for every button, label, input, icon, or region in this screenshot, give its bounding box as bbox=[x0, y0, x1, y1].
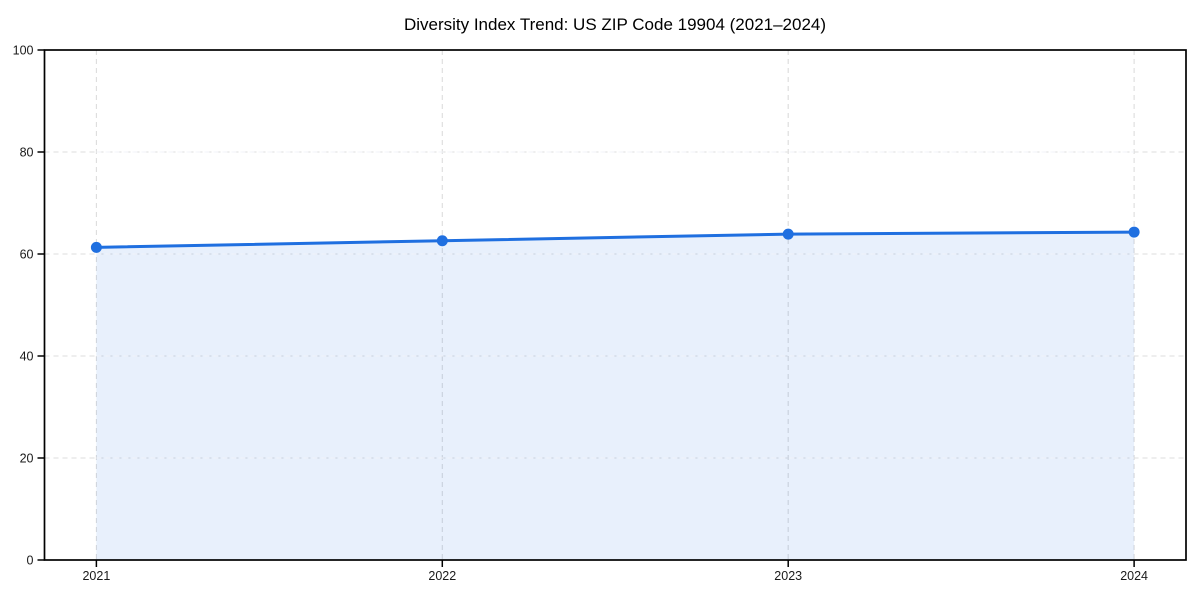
y-tick-label: 20 bbox=[20, 451, 34, 465]
chart-title: Diversity Index Trend: US ZIP Code 19904… bbox=[404, 15, 826, 34]
x-tick-label: 2024 bbox=[1120, 569, 1148, 583]
x-tick-label: 2023 bbox=[774, 569, 802, 583]
area-fill bbox=[96, 232, 1135, 560]
axes-spines bbox=[43, 49, 1187, 561]
y-tick-label: 80 bbox=[20, 145, 34, 159]
axis-ticks bbox=[37, 49, 1135, 567]
y-tick-labels: 0 20 40 60 80 100 bbox=[13, 43, 34, 567]
data-point-markers bbox=[90, 226, 1140, 253]
grid-overlay bbox=[96, 151, 1135, 459]
y-tick-label: 60 bbox=[20, 247, 34, 261]
y-tick-label: 100 bbox=[13, 43, 34, 57]
trend-line bbox=[94, 230, 1136, 249]
y-tick-label: 0 bbox=[27, 553, 34, 567]
y-tick-label: 40 bbox=[20, 349, 34, 363]
x-tick-label: 2022 bbox=[428, 569, 456, 583]
x-tick-labels: 2021 2022 2023 2024 bbox=[82, 569, 1148, 583]
x-tick-label: 2021 bbox=[82, 569, 110, 583]
